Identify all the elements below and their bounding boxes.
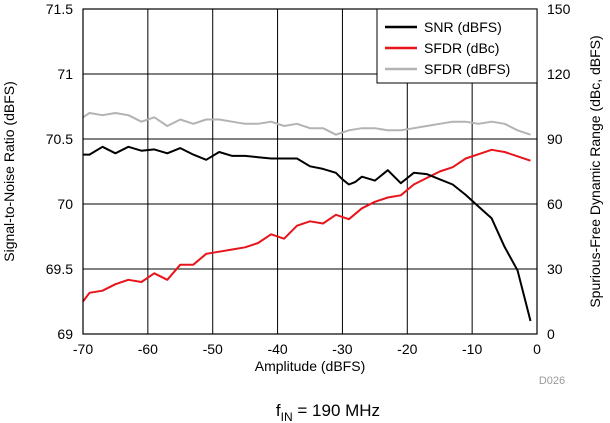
x-tick-label: -50 xyxy=(203,341,223,357)
legend-box xyxy=(376,8,538,84)
series-line-1 xyxy=(82,148,531,303)
series-layer xyxy=(82,112,532,322)
series-line-2 xyxy=(82,112,531,136)
series-line-0 xyxy=(83,145,532,322)
y-right-tick-label: 90 xyxy=(547,131,563,147)
y-left-tick-label: 69 xyxy=(57,326,73,342)
plot-frame xyxy=(82,8,538,335)
x-tick-label: -10 xyxy=(462,341,482,357)
x-tick-label: -40 xyxy=(267,341,287,357)
caption-subscript: IN xyxy=(281,410,293,423)
y-right-tick-label: 60 xyxy=(547,196,563,212)
y-right-tick-label: 0 xyxy=(547,326,555,342)
y-left-tick-label: 71 xyxy=(57,66,73,82)
x-tick-label: -70 xyxy=(73,341,93,357)
x-axis-title: Amplitude (dBFS) xyxy=(255,358,365,374)
figure-code-label: D026 xyxy=(539,375,565,387)
y-left-tick-label: 71.5 xyxy=(46,1,73,17)
y-left-tick-label: 70 xyxy=(57,196,73,212)
legend-label: SNR (dBFS) xyxy=(424,19,502,35)
x-tick-label: 0 xyxy=(533,341,541,357)
legend-items: SNR (dBFS) SFDR (dBc) SFDR (dBFS) xyxy=(385,19,510,77)
x-tick-label: -30 xyxy=(332,341,352,357)
y-left-tick-label: 70.5 xyxy=(46,131,73,147)
x-tick-label: -20 xyxy=(397,341,417,357)
x-tick-label: -60 xyxy=(138,341,158,357)
caption-f: f xyxy=(276,401,281,420)
legend: SNR (dBFS) SFDR (dBc) SFDR (dBFS) xyxy=(376,8,538,84)
legend-label: SFDR (dBc) xyxy=(424,40,499,56)
y-right-tick-label: 30 xyxy=(547,261,563,277)
figure-caption: fIN = 190 MHz xyxy=(276,401,380,423)
tick-layer: -70 -60 -50 -40 -30 -20 -10 0 69 69.5 70 70.5 71 71.5… xyxy=(46,1,571,357)
legend-label: SFDR (dBFS) xyxy=(424,61,510,77)
y-left-axis-title: Signal-to-Noise Ratio (dBFS) xyxy=(1,81,17,262)
caption-rest: = 190 MHz xyxy=(293,401,380,420)
y-right-tick-label: 120 xyxy=(547,66,571,82)
y-right-axis-title: Spurious-Free Dynamic Range (dBc, dBFS) xyxy=(587,35,603,307)
y-left-tick-label: 69.5 xyxy=(46,261,73,277)
y-right-tick-label: 150 xyxy=(547,1,571,17)
